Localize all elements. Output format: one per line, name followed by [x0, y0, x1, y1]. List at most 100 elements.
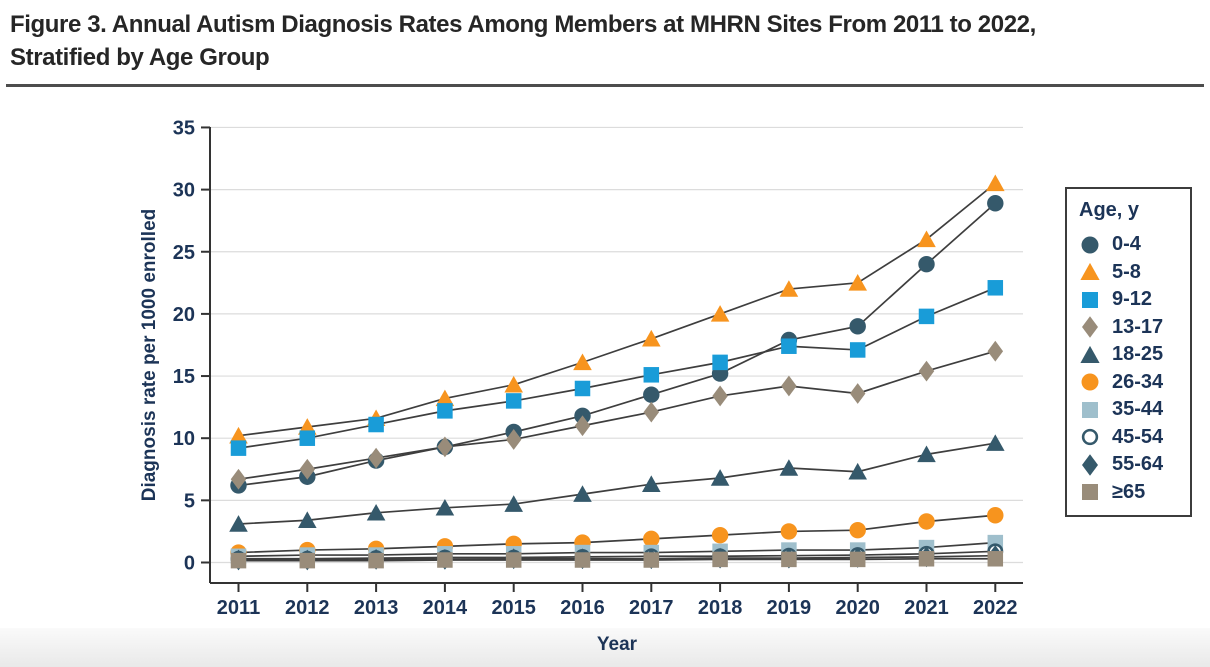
legend-label: 45-54 — [1112, 425, 1164, 448]
series-line-45-54 — [238, 550, 996, 560]
point-18-25-2011 — [229, 515, 248, 532]
legend-marker-≥65 — [1082, 484, 1098, 501]
legend-item-13-17: 13-17 — [1079, 314, 1190, 342]
point-18-25-2020 — [848, 462, 867, 480]
legend-items: 0-4 5-8 9-12 13-17 18-25 26-34 35-44 45-54 55-64… — [1079, 231, 1190, 506]
legend-item-18-25: 18-25 — [1079, 341, 1190, 369]
circle-icon — [1081, 236, 1099, 254]
point-13-17-2018 — [712, 385, 728, 407]
legend-marker-18-25 — [1080, 345, 1100, 363]
point-18-25-2015 — [504, 495, 523, 512]
point-18-25-2019 — [779, 459, 799, 476]
x-tick-label-2014: 2014 — [423, 597, 468, 619]
title-divider — [6, 84, 1204, 87]
point-≥65-2019 — [781, 551, 797, 568]
x-tick-label-2019: 2019 — [767, 597, 812, 619]
point-13-17-2012 — [299, 458, 316, 480]
point-18-25-2017 — [642, 475, 661, 492]
point-13-17-2017 — [643, 401, 660, 423]
series-line-35-44 — [238, 541, 996, 558]
bottom-band — [0, 628, 1210, 667]
point-9-12-2016 — [574, 380, 591, 397]
point-18-25-2021 — [917, 445, 936, 463]
point-9-12-2020 — [849, 342, 866, 358]
legend-item-0-4: 0-4 — [1079, 231, 1190, 259]
point-5-8-2014 — [435, 389, 455, 407]
y-tick-label-15: 15 — [173, 366, 195, 388]
point-13-17-2016 — [574, 415, 591, 437]
point-18-25-2016 — [573, 485, 592, 502]
legend-label: 13-17 — [1112, 315, 1164, 338]
point-9-12-2012 — [299, 430, 316, 446]
legend-label: 35-44 — [1112, 398, 1164, 421]
square-icon — [1082, 291, 1098, 308]
series-line-55-64 — [238, 554, 996, 561]
legend-item-35-44: 35-44 — [1079, 396, 1190, 424]
figure-title: Figure 3. Annual Autism Diagnosis Rates … — [10, 8, 1190, 74]
legend-title: Age, y — [1079, 199, 1140, 221]
y-tick-label-0: 0 — [184, 553, 195, 575]
legend-item-26-34: 26-34 — [1079, 369, 1190, 397]
point-5-8-2020 — [848, 273, 867, 291]
series-line-13-17 — [238, 350, 996, 481]
y-tick-label-20: 20 — [173, 304, 195, 326]
y-axis-label: Diagnosis rate per 1000 enrolled — [139, 208, 160, 502]
legend-label: 55-64 — [1112, 453, 1164, 476]
point-26-34-2020 — [849, 521, 866, 539]
figure-title-line2: Stratified by Age Group — [10, 44, 270, 71]
point-≥65-2011 — [230, 552, 247, 569]
legend-item-55-64: 55-64 — [1079, 451, 1190, 479]
diamond-icon — [1082, 316, 1098, 338]
figure-title-line1: Figure 3. Annual Autism Diagnosis Rates … — [10, 11, 1036, 38]
legend-label: ≥65 — [1112, 480, 1146, 503]
x-tick-label-2015: 2015 — [491, 597, 536, 619]
point-≥65-2013 — [368, 552, 384, 569]
legend-marker-13-17 — [1082, 316, 1098, 338]
x-tick-label-2022: 2022 — [973, 597, 1018, 619]
square-icon — [1082, 401, 1098, 418]
point-18-25-2014 — [435, 498, 455, 516]
point-5-8-2016 — [573, 353, 592, 371]
point-9-12-2011 — [230, 440, 247, 456]
point-≥65-2015 — [505, 552, 522, 568]
triangle-icon — [1080, 263, 1100, 281]
point-13-17-2011 — [230, 468, 247, 490]
point-13-17-2022 — [987, 340, 1004, 362]
legend: Age, y 0-4 5-8 9-12 13-17 18-25 26-34 35-44 45-… — [1065, 187, 1192, 517]
x-tick-label-2017: 2017 — [629, 597, 674, 619]
legend-marker-5-8 — [1080, 263, 1100, 281]
point-13-17-2015 — [505, 429, 522, 450]
point-5-8-2015 — [504, 375, 523, 393]
series-line-18-25 — [238, 442, 996, 525]
x-tick-label-2013: 2013 — [354, 597, 399, 619]
point-5-8-2019 — [779, 280, 799, 297]
x-tick-label-2011: 2011 — [217, 597, 260, 619]
point-0-4-2022 — [987, 195, 1004, 212]
y-tick-label-30: 30 — [173, 180, 195, 202]
legend-marker-26-34 — [1081, 373, 1099, 391]
x-tick-label-2018: 2018 — [698, 597, 743, 619]
point-26-34-2022 — [987, 507, 1004, 524]
point-≥65-2021 — [918, 551, 935, 567]
point-9-12-2013 — [368, 416, 384, 433]
circle-icon — [1081, 373, 1099, 391]
legend-marker-35-44 — [1082, 401, 1098, 418]
y-tick-label-35: 35 — [173, 117, 195, 139]
point-13-17-2021 — [918, 360, 935, 382]
point-5-8-2018 — [710, 305, 730, 322]
point-26-34-2018 — [711, 526, 729, 544]
point-9-12-2014 — [437, 403, 453, 419]
y-tick-label-5: 5 — [184, 490, 195, 512]
legend-label: 0-4 — [1112, 233, 1141, 256]
square-icon — [1082, 484, 1098, 501]
point-≥65-2012 — [299, 552, 316, 569]
legend-item-45-54: 45-54 — [1079, 424, 1190, 452]
legend-label: 18-25 — [1112, 343, 1164, 366]
series-line-9-12 — [238, 287, 996, 449]
point-≥65-2014 — [437, 552, 453, 568]
point-26-34-2019 — [780, 523, 798, 540]
legend-item-9-12: 9-12 — [1079, 286, 1190, 314]
legend-label: 9-12 — [1112, 288, 1153, 311]
